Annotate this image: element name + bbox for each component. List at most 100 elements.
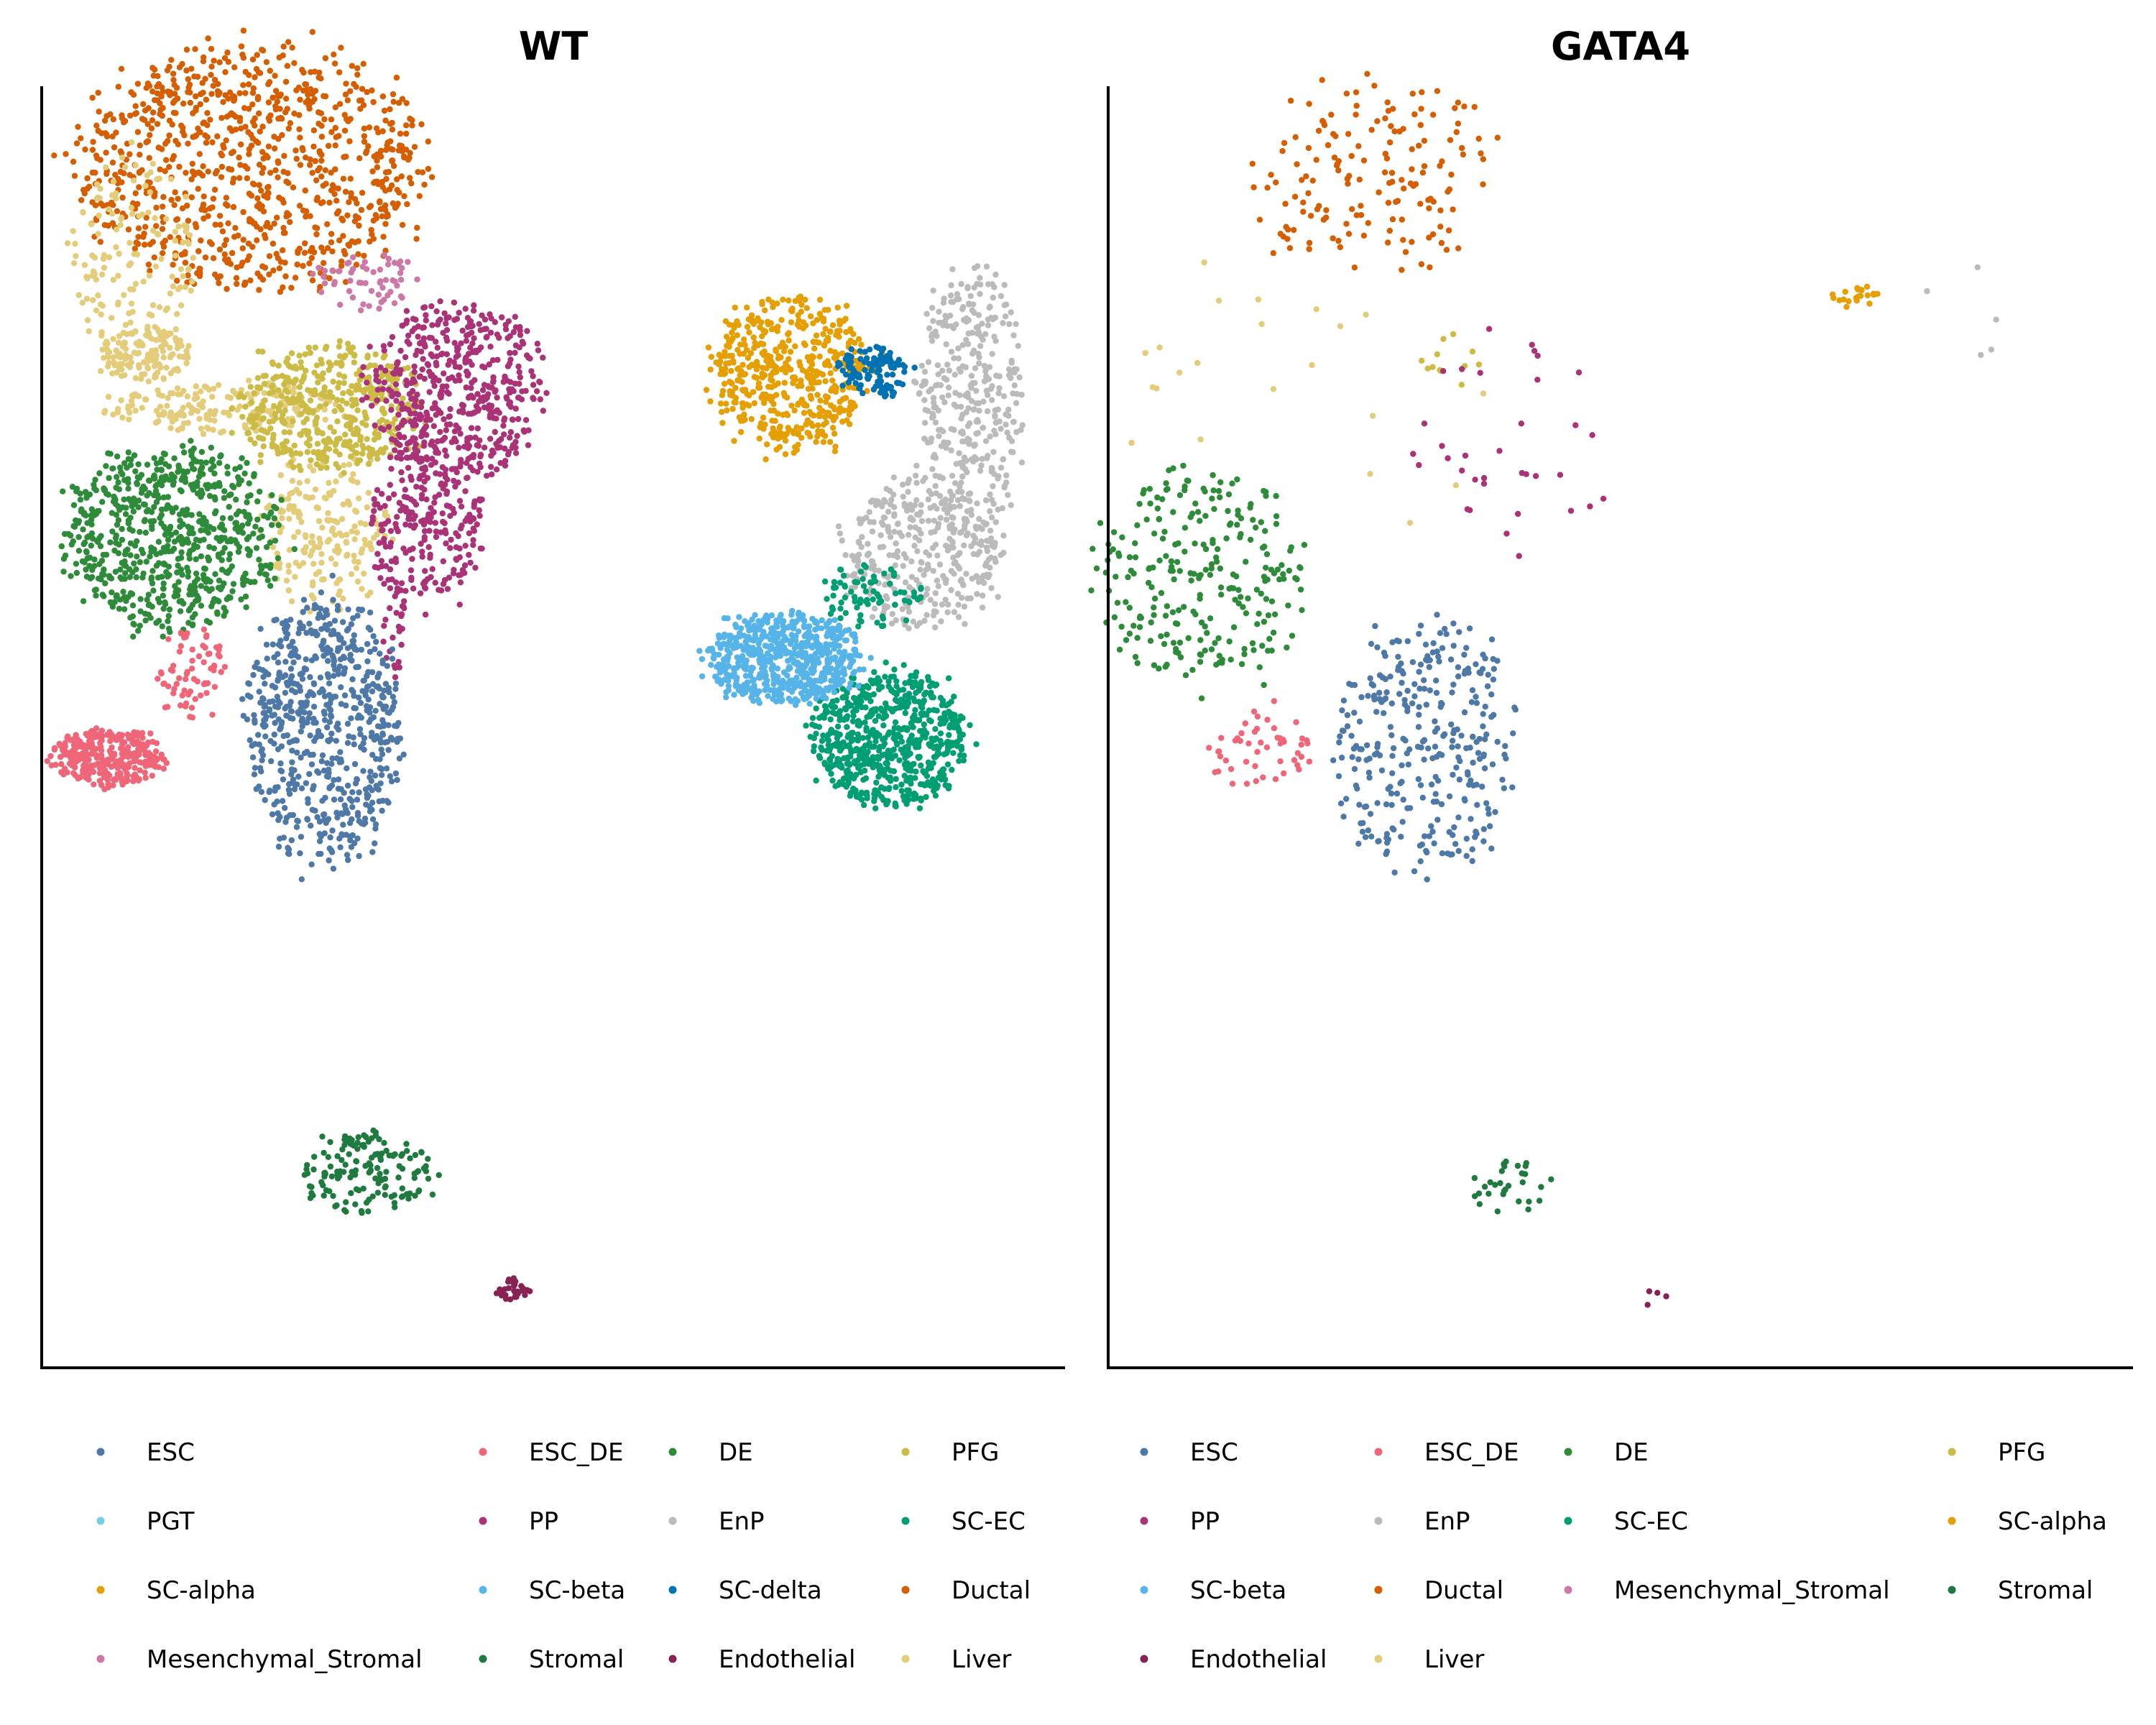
point-liver (344, 553, 350, 559)
point-esc (378, 746, 384, 753)
point-liver (361, 570, 367, 577)
point-ductal (165, 138, 171, 144)
point-liver (144, 323, 151, 330)
point-mesenchymal-stromal (362, 280, 369, 287)
point-pp (468, 323, 475, 330)
point-pp (421, 439, 428, 446)
point-liver (277, 529, 283, 535)
point-mesenchymal-stromal (318, 289, 325, 295)
point-de (93, 592, 99, 599)
point-liver (98, 328, 105, 336)
point-ductal (176, 64, 183, 70)
point-ductal (318, 110, 325, 116)
point-ductal (153, 223, 160, 229)
point-ductal (305, 91, 311, 98)
point-liver (283, 577, 290, 584)
point-stromal (382, 1183, 389, 1190)
point-ductal (303, 155, 309, 161)
point-de (206, 492, 213, 500)
point-de (219, 549, 226, 556)
point-esc (303, 699, 310, 705)
point-esc (264, 656, 270, 662)
point-liver (84, 317, 91, 323)
point-pp (409, 387, 416, 395)
point-esc (333, 737, 339, 744)
point-pp (381, 581, 387, 587)
point-esc (318, 589, 325, 596)
point-de (198, 553, 204, 560)
point-ductal (265, 99, 272, 106)
point-de (193, 536, 200, 543)
point-pp (398, 611, 405, 617)
point-de (201, 565, 208, 572)
point-ductal (150, 109, 157, 116)
point-pp (425, 362, 432, 369)
point-ductal (229, 179, 236, 186)
point-ductal (346, 138, 353, 144)
point-pfg (280, 418, 286, 425)
point-ductal (89, 169, 96, 176)
point-esc (343, 832, 349, 838)
point-liver (196, 401, 203, 408)
point-ductal (93, 152, 100, 159)
point-ductal (149, 88, 156, 95)
point-esc-de (91, 781, 97, 788)
point-ductal (200, 163, 206, 170)
point-ductal (241, 163, 249, 170)
point-pp (502, 445, 508, 452)
point-pp (466, 530, 473, 537)
point-de (160, 585, 167, 592)
point-esc-de (189, 658, 195, 664)
point-ductal (205, 168, 211, 175)
point-liver (266, 503, 272, 510)
point-sc-alpha (788, 319, 795, 326)
point-de (230, 484, 237, 491)
point-de (147, 518, 154, 525)
point-pfg (254, 384, 261, 390)
point-sc-alpha (783, 410, 790, 417)
point-ductal (170, 70, 177, 77)
point-endothelial (498, 1292, 505, 1299)
point-de (254, 498, 261, 505)
point-ductal (407, 175, 413, 181)
point-pp (418, 484, 425, 491)
point-ductal (284, 106, 290, 112)
point-ductal (90, 139, 96, 145)
point-ductal (425, 165, 432, 172)
point-ductal (167, 89, 173, 96)
point-stromal (327, 1138, 333, 1146)
point-liver (96, 195, 103, 201)
point-de (160, 561, 167, 568)
point-pfg (291, 442, 298, 449)
point-liver (334, 519, 341, 525)
point-ductal (310, 127, 318, 134)
point-esc (377, 756, 383, 763)
point-liver (351, 553, 357, 559)
point-liver (312, 486, 319, 493)
point-pp (387, 566, 394, 573)
point-esc-de (56, 740, 63, 748)
point-ductal (308, 254, 315, 262)
point-pfg (298, 410, 305, 418)
point-de (116, 486, 123, 492)
point-pfg (379, 390, 385, 397)
point-pp (408, 576, 415, 584)
point-esc (308, 627, 314, 634)
point-esc (290, 659, 297, 666)
point-ductal (307, 162, 313, 168)
point-esc (314, 814, 321, 821)
point-esc (382, 739, 388, 746)
point-pp (449, 466, 456, 472)
point-ductal (221, 251, 228, 258)
point-liver (289, 389, 295, 395)
point-esc-de (137, 759, 143, 765)
point-pp (421, 536, 428, 543)
point-ductal (274, 98, 280, 105)
point-ductal (163, 157, 170, 163)
point-pp (476, 321, 482, 327)
point-de (203, 585, 210, 592)
point-pp (464, 332, 470, 339)
point-esc (392, 680, 400, 687)
point-ductal (97, 239, 103, 245)
point-esc-de (152, 748, 160, 755)
